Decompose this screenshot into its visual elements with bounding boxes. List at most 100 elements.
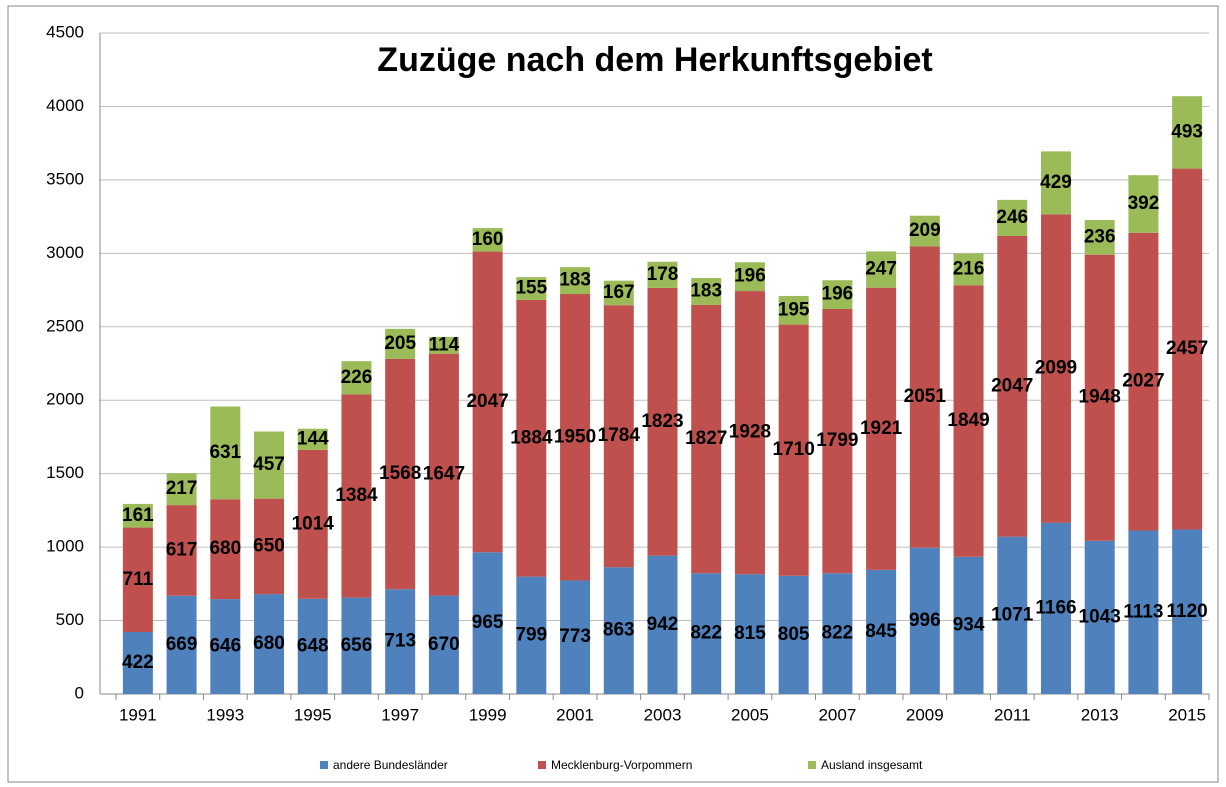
chart-title: Zuzüge nach dem Herkunftsgebiet — [377, 41, 932, 79]
x-tick-label: 2015 — [1168, 705, 1206, 724]
value-label: 1113 — [1123, 601, 1163, 622]
bar-segment — [909, 215, 940, 247]
value-label: 822 — [822, 623, 854, 644]
x-tick-label: 2003 — [644, 705, 682, 724]
bar-segment — [516, 576, 547, 694]
x-tick-label: 2005 — [731, 705, 769, 724]
value-label: 2051 — [904, 386, 947, 407]
bar-segment — [603, 280, 634, 306]
value-label: 236 — [1084, 226, 1116, 247]
value-label: 617 — [166, 539, 198, 560]
value-label: 160 — [472, 229, 504, 250]
y-tick-label: 1000 — [46, 537, 84, 556]
value-label: 845 — [865, 621, 897, 642]
bar-segment — [997, 236, 1028, 537]
bar-segment — [210, 599, 241, 694]
bar-segment — [210, 499, 241, 600]
bar-segment — [385, 328, 416, 359]
bar-segment — [647, 261, 678, 288]
value-label: 205 — [384, 333, 416, 354]
value-label: 680 — [253, 633, 285, 654]
bar-segment — [1128, 232, 1159, 531]
value-label: 648 — [297, 635, 329, 656]
value-label: 217 — [166, 478, 198, 499]
value-label: 799 — [515, 624, 547, 645]
y-tick-label: 500 — [56, 610, 84, 629]
bar-segment — [778, 575, 809, 694]
y-tick-label: 2500 — [46, 316, 84, 335]
value-label: 493 — [1171, 121, 1203, 142]
value-label: 2457 — [1166, 338, 1208, 359]
value-label: 996 — [909, 610, 941, 631]
bar-segment — [1172, 168, 1203, 530]
bar-segment — [778, 295, 809, 325]
bar-segment — [1084, 219, 1115, 255]
bar-segment — [385, 358, 416, 590]
bar-segment — [297, 428, 328, 450]
bar-segment — [1128, 175, 1159, 233]
x-tick-label: 2011 — [994, 705, 1031, 724]
value-label: 631 — [209, 442, 241, 463]
bar-segment — [472, 228, 503, 252]
value-label: 646 — [209, 636, 241, 657]
bar-segment — [909, 246, 940, 548]
value-label: 1784 — [598, 425, 641, 446]
value-label: 934 — [953, 614, 985, 635]
y-tick-label: 4000 — [46, 96, 84, 115]
value-label: 178 — [647, 264, 679, 285]
value-label: 1921 — [860, 418, 903, 439]
value-label: 155 — [515, 278, 547, 299]
value-label: 144 — [297, 428, 329, 449]
y-tick-label: 3000 — [46, 243, 84, 262]
bar-segment — [166, 595, 197, 694]
bar-segment — [385, 589, 416, 694]
bar-segment — [560, 267, 591, 295]
chart-frame — [7, 5, 1219, 783]
bar-segment — [953, 253, 984, 286]
bar-segment — [647, 287, 678, 556]
value-label: 1710 — [773, 439, 815, 460]
bar-segment — [647, 555, 678, 694]
bar-segment — [734, 574, 765, 694]
value-label: 1928 — [729, 422, 771, 443]
bar-segment — [822, 573, 853, 694]
value-label: 680 — [209, 538, 241, 559]
value-label: 167 — [603, 282, 635, 303]
value-label: 650 — [253, 535, 285, 556]
value-label: 711 — [123, 569, 154, 590]
bar-segment — [1040, 522, 1071, 694]
value-label: 863 — [603, 620, 635, 641]
bar-segment — [909, 547, 940, 694]
legend-swatch — [320, 761, 328, 769]
value-label: 1948 — [1079, 387, 1121, 408]
bar-segment — [254, 431, 285, 499]
bar-segment — [297, 449, 328, 599]
bar-segment — [822, 280, 853, 310]
value-label: 1166 — [1035, 597, 1076, 618]
bar-segment — [1084, 540, 1115, 694]
bar-segment — [691, 304, 722, 574]
value-label: 805 — [778, 624, 810, 645]
value-label: 1647 — [423, 464, 465, 485]
bar-segment — [691, 278, 722, 305]
y-tick-label: 0 — [75, 683, 84, 702]
value-label: 773 — [559, 626, 591, 647]
bar-segment — [166, 505, 197, 596]
value-label: 196 — [734, 266, 766, 287]
value-label: 670 — [428, 634, 460, 655]
bar-segment — [866, 251, 897, 288]
bar-segment — [428, 595, 459, 694]
value-label: 216 — [953, 258, 985, 279]
value-label: 1849 — [947, 410, 989, 431]
bar-segment — [1172, 529, 1203, 694]
bar-segment — [997, 199, 1028, 237]
value-label: 209 — [909, 220, 941, 241]
bar-segment — [254, 498, 285, 595]
bar-segment — [734, 291, 765, 575]
value-label: 2027 — [1122, 371, 1164, 392]
value-label: 226 — [341, 367, 373, 388]
value-label: 183 — [690, 280, 722, 301]
bar-segment — [428, 336, 459, 354]
bar-segment — [866, 569, 897, 694]
